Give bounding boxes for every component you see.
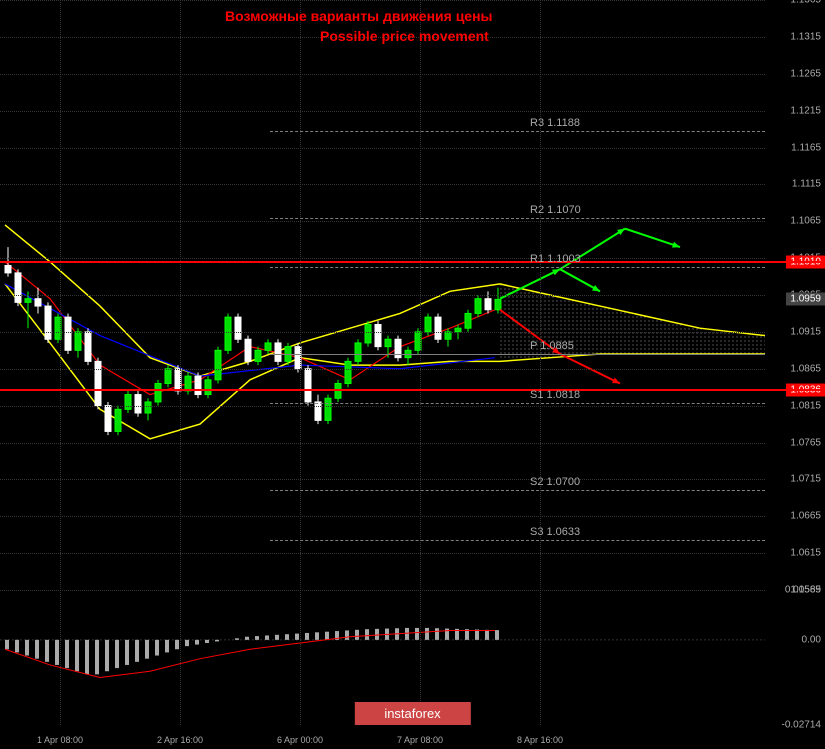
x-tick-label: 8 Apr 16:00 [517, 735, 563, 745]
pivot-label-S1: S1 1.0818 [530, 389, 580, 401]
y-tick-label: 1.0815 [790, 400, 821, 411]
x-axis: 1 Apr 08:00 2 Apr 16:00 6 Apr 00:00 7 Apr 0… [0, 725, 765, 749]
y-tick-label: 1.0765 [790, 437, 821, 448]
x-tick-label: 7 Apr 08:00 [397, 735, 443, 745]
pivot-line-R1 [270, 267, 765, 268]
indicator-y-label: 0.00 [802, 634, 821, 645]
y-tick-label: 1.1215 [790, 105, 821, 116]
pivot-label-R2: R2 1.1070 [530, 204, 581, 216]
horizontal-price-line [0, 389, 825, 391]
y-tick-label: 1.1365 [790, 0, 821, 6]
pivot-label-P: P 1.0885 [530, 340, 574, 352]
horizontal-price-line [0, 261, 825, 263]
title-line2: Possible price movement [320, 28, 489, 44]
y-axis-indicator: -0.027140.000.01589 [765, 590, 825, 725]
instaforex-text: instaforex [384, 706, 440, 721]
y-tick-label: 1.1315 [790, 31, 821, 42]
y-tick-label: 1.0865 [790, 363, 821, 374]
pivot-line-R2 [270, 218, 765, 219]
pivot-line-S3 [270, 540, 765, 541]
x-tick-label: 2 Apr 16:00 [157, 735, 203, 745]
pivot-line-R3 [270, 131, 765, 132]
title-line1: Возможные варианты движения цены [225, 8, 493, 24]
current-price-label: 1.0959 [786, 293, 825, 306]
pivot-line-P [270, 354, 765, 355]
y-tick-label: 1.1065 [790, 216, 821, 227]
indicator-y-label: -0.02714 [782, 720, 821, 731]
pivot-line-S1 [270, 403, 765, 404]
y-tick-label: 1.0715 [790, 474, 821, 485]
x-tick-label: 1 Apr 08:00 [37, 735, 83, 745]
pivot-label-R3: R3 1.1188 [530, 117, 580, 129]
indicator-y-label: 0.01589 [785, 585, 821, 596]
pivot-label-S2: S2 1.0700 [530, 476, 580, 488]
y-tick-label: 1.1265 [790, 68, 821, 79]
y-tick-label: 1.0665 [790, 511, 821, 522]
y-tick-label: 1.0915 [790, 326, 821, 337]
y-tick-label: 1.0615 [790, 548, 821, 559]
instaforex-badge: instaforex [354, 702, 470, 725]
y-tick-label: 1.1115 [792, 179, 821, 190]
pivot-label-R1: R1 1.1003 [530, 253, 581, 265]
pivot-line-S2 [270, 490, 765, 491]
y-tick-label: 1.1165 [791, 142, 821, 153]
y-axis-main: 1.05651.06151.06651.07151.07651.08151.08… [765, 0, 825, 590]
x-tick-label: 6 Apr 00:00 [277, 735, 323, 745]
chart-container: 1.05651.06151.06651.07151.07651.08151.08… [0, 0, 825, 749]
pivot-label-S3: S3 1.0633 [530, 526, 580, 538]
